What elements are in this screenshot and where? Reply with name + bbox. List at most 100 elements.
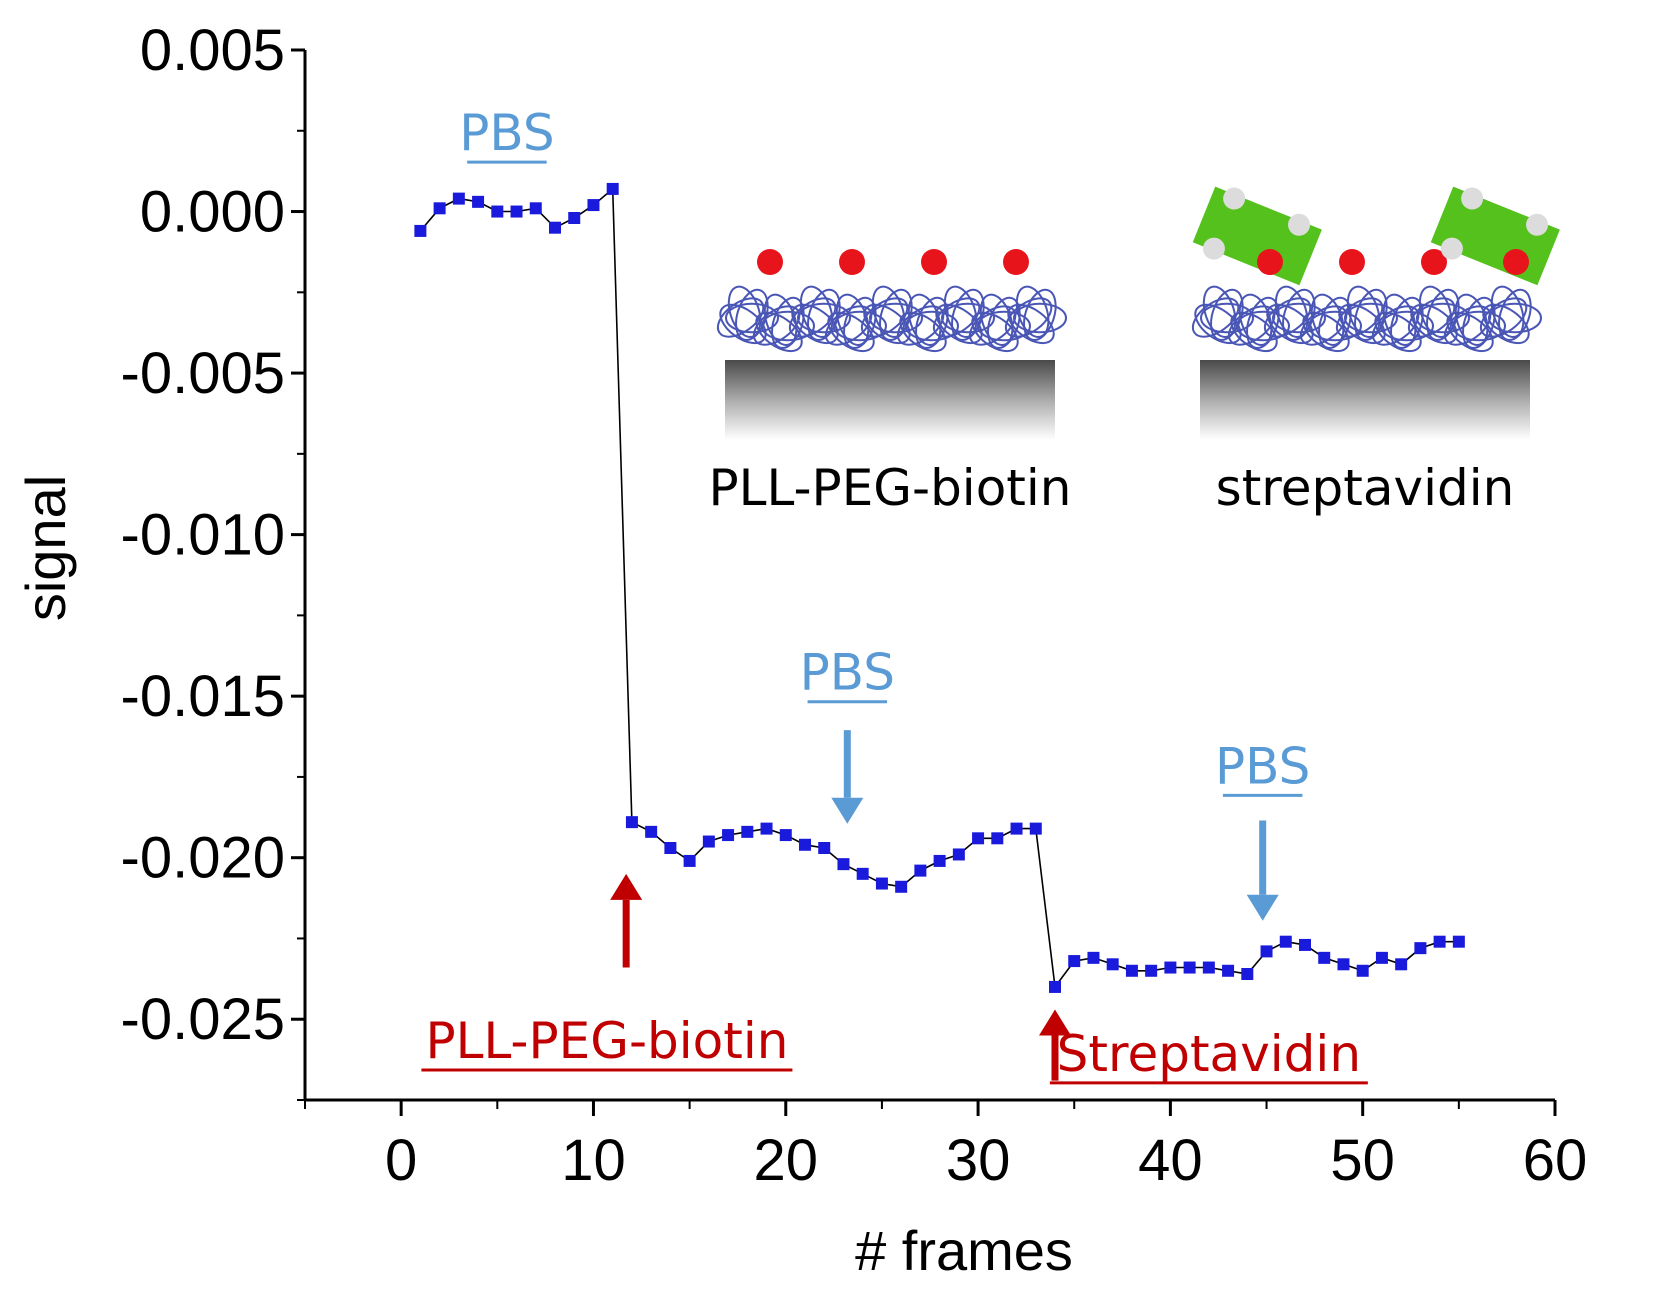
- data-point: [491, 205, 504, 218]
- biotin-dot: [757, 249, 783, 275]
- y-tick-label: -0.025: [121, 987, 285, 1052]
- data-point: [933, 854, 946, 867]
- polymer-loop: [1015, 285, 1050, 338]
- biotin-dot: [839, 249, 865, 275]
- data-point: [1260, 945, 1273, 958]
- polymer-loop: [799, 285, 834, 338]
- data-point: [472, 195, 485, 208]
- inset-pll: PLL-PEG-biotin: [709, 249, 1072, 517]
- polymer-loop: [1344, 302, 1398, 334]
- data-point: [914, 864, 927, 877]
- data-point: [510, 205, 523, 218]
- x-tick-label: 60: [1523, 1128, 1588, 1193]
- annotation-label: PLL-PEG-biotin: [425, 1012, 788, 1070]
- data-point: [529, 202, 542, 215]
- annotation-pbs3: PBS: [1215, 737, 1310, 921]
- binding-site: [1202, 237, 1225, 260]
- schematic-insets: PLL-PEG-biotin streptavidin: [709, 186, 1560, 517]
- data-point: [760, 822, 773, 835]
- polymer-loop: [1407, 297, 1456, 338]
- inset-label: PLL-PEG-biotin: [709, 459, 1072, 517]
- polymer-loop: [1462, 296, 1496, 350]
- annotation-label: PBS: [459, 104, 554, 162]
- y-tick-label: -0.015: [121, 664, 285, 729]
- polymer-loop: [1263, 297, 1312, 338]
- data-point: [1202, 961, 1215, 974]
- data-series: [414, 182, 1465, 993]
- y-tick-label: -0.005: [121, 341, 285, 406]
- polymer-loop: [1335, 297, 1384, 338]
- polymer-loop: [1479, 297, 1528, 338]
- data-point: [702, 835, 715, 848]
- data-point: [722, 829, 735, 842]
- biotin-dot: [1503, 249, 1529, 275]
- polymer-loop: [1236, 310, 1290, 342]
- polymer-loop: [1380, 310, 1434, 342]
- data-point: [1087, 951, 1100, 964]
- annotations: PBS PBS PBS PLL-PEG-biotin Streptavidin: [421, 104, 1368, 1085]
- data-point: [895, 880, 908, 893]
- streptavidin-protein: [1430, 186, 1560, 286]
- annotation-label: Streptavidin: [1057, 1025, 1361, 1083]
- annotation-label: PBS: [1215, 737, 1310, 795]
- streptavidin-body: [1192, 186, 1322, 286]
- polymer-loop: [860, 297, 909, 338]
- x-axis-title: # frames: [855, 1219, 1073, 1282]
- inset-label: streptavidin: [1216, 459, 1515, 517]
- annotation-pll: PLL-PEG-biotin: [421, 873, 793, 1072]
- polymer-loop: [1023, 288, 1057, 342]
- polymer-loop: [871, 285, 906, 338]
- data-point: [568, 212, 581, 224]
- data-point: [741, 825, 754, 838]
- data-point: [683, 854, 696, 867]
- y-axis-title: signal: [14, 475, 77, 621]
- data-point: [779, 829, 792, 842]
- data-point: [952, 848, 965, 861]
- data-point: [1183, 961, 1196, 974]
- binding-site: [1440, 237, 1463, 260]
- polymer-loop: [915, 296, 949, 350]
- polymer-loop: [1308, 310, 1362, 342]
- polymer-loop: [1390, 296, 1424, 350]
- polymer-loop: [1202, 285, 1237, 338]
- polymer-loop: [905, 310, 959, 342]
- polymer-loop: [1318, 296, 1352, 350]
- data-point: [1010, 822, 1023, 835]
- data-point: [1241, 968, 1254, 980]
- data-point: [414, 224, 427, 237]
- polymer-loop: [771, 296, 805, 350]
- binding-site: [1223, 187, 1246, 210]
- binding-site: [1526, 213, 1549, 236]
- data-point: [1125, 964, 1138, 977]
- polymer-loop: [1200, 302, 1254, 334]
- data-point: [1395, 958, 1408, 971]
- data-point: [1375, 951, 1388, 964]
- x-tick-label: 40: [1138, 1128, 1203, 1193]
- axes: [291, 48, 1557, 1116]
- y-tick-labels: 0.005 0.000 -0.005 -0.010 -0.015 -0.020 -0.025: [121, 18, 285, 1052]
- data-point: [1433, 935, 1446, 948]
- polymer-loop: [1488, 302, 1542, 334]
- polymer-loop: [977, 310, 1031, 342]
- x-tick-label: 30: [946, 1128, 1011, 1193]
- arrow-head: [1039, 1009, 1071, 1036]
- annotation-pbs2: PBS: [800, 644, 895, 824]
- data-point: [1356, 964, 1369, 977]
- data-point: [1068, 955, 1081, 968]
- streptavidin-body: [1430, 186, 1560, 286]
- data-point: [1414, 942, 1427, 955]
- binding-site: [1288, 213, 1311, 236]
- polymer-loop: [1004, 297, 1053, 338]
- y-tick-label: -0.020: [121, 826, 285, 891]
- data-point: [875, 877, 888, 890]
- substrate: [1200, 360, 1530, 440]
- data-point: [625, 816, 638, 829]
- polymer-loop: [1272, 302, 1326, 334]
- y-tick-label: 0.000: [140, 180, 285, 245]
- biotin-dot: [1257, 249, 1283, 275]
- polymer-loop: [1452, 310, 1506, 342]
- substrate: [725, 360, 1055, 440]
- x-tick-labels: 0 10 20 30 40 50 60: [385, 1128, 1587, 1193]
- data-point: [1106, 958, 1119, 971]
